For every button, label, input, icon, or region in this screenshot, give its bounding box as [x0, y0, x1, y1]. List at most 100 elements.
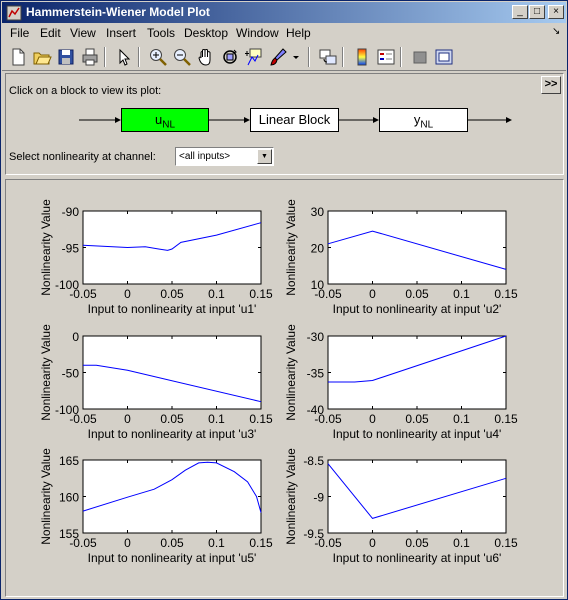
toolbar-separator	[308, 47, 310, 67]
brush-icon[interactable]	[268, 47, 288, 67]
legend-icon[interactable]	[376, 47, 396, 67]
y-axis-label: Nonlinearity Value	[39, 448, 53, 545]
close-button[interactable]: ×	[548, 5, 564, 19]
series-line	[82, 461, 262, 513]
x-axis-label: Input to nonlinearity at input 'u1'	[88, 302, 257, 316]
y-tick-label: -90	[62, 205, 80, 219]
x-tick-label: 0.1	[453, 287, 470, 301]
axes-box	[82, 335, 262, 410]
x-tick-label: 0	[124, 287, 131, 301]
series-line	[82, 222, 262, 251]
x-axis-label: Input to nonlinearity at input 'u2'	[333, 302, 502, 316]
menu-help[interactable]: Help	[286, 26, 311, 40]
menu-bar: File Edit View Insert Tools Desktop Wind…	[2, 23, 566, 43]
axes-box	[82, 459, 262, 534]
toolbar-separator	[104, 47, 106, 67]
rotate-3d-icon[interactable]	[220, 47, 240, 67]
hide-plot-tools-icon[interactable]	[410, 47, 430, 67]
x-axis-label: Input to nonlinearity at input 'u4'	[333, 427, 502, 441]
y-tick-label: 20	[311, 242, 325, 256]
x-tick-label: 0	[124, 412, 131, 426]
open-icon[interactable]	[32, 47, 52, 67]
menu-desktop[interactable]: Desktop	[184, 26, 229, 40]
data-cursor-icon[interactable]	[244, 47, 264, 67]
axes-box	[82, 210, 262, 285]
output-nonlinearity-block[interactable]: yNL	[379, 108, 468, 132]
y-tick-label: -9	[313, 491, 324, 505]
y-tick-label: 160	[59, 491, 79, 505]
menu-file[interactable]: File	[10, 26, 30, 40]
chevron-down-icon[interactable]: ▼	[257, 149, 272, 164]
y-tick-label: -35	[307, 367, 325, 381]
x-tick-label: 0.1	[208, 287, 225, 301]
x-tick-label: 0	[369, 412, 376, 426]
x-tick-label: -0.05	[314, 287, 342, 301]
show-plot-tools-icon[interactable]	[434, 47, 454, 67]
x-tick-label: 0.1	[208, 536, 225, 550]
menu-tools[interactable]: Tools	[147, 26, 176, 40]
edit-plot-arrow-icon[interactable]	[114, 47, 134, 67]
x-tick-label: -0.05	[69, 536, 97, 550]
save-icon[interactable]	[56, 47, 76, 67]
x-tick-label: 0.1	[453, 412, 470, 426]
x-tick-label: 0.05	[405, 412, 429, 426]
block-diagram-panel	[5, 73, 564, 175]
x-tick-label: 0.15	[494, 287, 518, 301]
y-axis-label: Nonlinearity Value	[284, 199, 298, 296]
y-tick-label: -100	[55, 278, 79, 292]
zoom-out-icon[interactable]	[172, 47, 192, 67]
minimize-button[interactable]: _	[512, 5, 528, 19]
print-icon[interactable]	[80, 47, 100, 67]
maximize-button[interactable]: □	[529, 5, 545, 19]
dock-arrow-icon[interactable]: ↘	[552, 26, 561, 37]
y-tick-label: -100	[55, 403, 79, 417]
matlab-figure-icon	[6, 5, 22, 21]
input-nonlinearity-block[interactable]: uNL	[121, 108, 209, 132]
x-tick-label: 0.15	[249, 412, 273, 426]
plot-5: -0.05 0 0.05 0.1 0.15 165 160 155 Input to nonli…	[39, 448, 273, 565]
instruction-text: Click on a block to view its plot:	[9, 85, 162, 97]
input-block-label: u	[154, 112, 163, 127]
y-tick-label: -30	[307, 330, 325, 344]
x-tick-label: 0.15	[249, 536, 273, 550]
x-tick-label: 0.05	[160, 287, 184, 301]
x-tick-label: -0.05	[69, 287, 97, 301]
menu-edit[interactable]: Edit	[40, 26, 61, 40]
x-tick-label: 0.05	[405, 536, 429, 550]
y-axis-label: Nonlinearity Value	[284, 448, 298, 545]
y-tick-label: 10	[311, 278, 325, 292]
menu-view[interactable]: View	[70, 26, 96, 40]
pan-hand-icon[interactable]	[196, 47, 216, 67]
expand-button[interactable]: >>	[541, 76, 561, 94]
plot-3: -0.05 0 0.05 0.1 0.15 0 -50 -100 Input to nonlin…	[39, 324, 273, 441]
series-line	[328, 335, 507, 383]
y-axis-label: Nonlinearity Value	[39, 199, 53, 296]
y-tick-label: 155	[59, 527, 79, 541]
y-tick-label: 0	[72, 330, 79, 344]
y-tick-label: -40	[307, 403, 325, 417]
new-figure-icon[interactable]	[8, 47, 28, 67]
toolbar	[2, 43, 566, 71]
x-tick-label: 0	[369, 287, 376, 301]
x-tick-label: -0.05	[314, 412, 342, 426]
x-axis-label: Input to nonlinearity at input 'u3'	[88, 427, 257, 441]
y-tick-label: -95	[62, 242, 80, 256]
brush-dropdown-icon[interactable]	[290, 47, 302, 67]
title-bar[interactable]: Hammerstein-Wiener Model Plot _ □ ×	[2, 2, 566, 23]
toolbar-separator	[138, 47, 140, 67]
x-tick-label: 0.15	[494, 536, 518, 550]
channel-select[interactable]: <all inputs> ▼	[175, 147, 274, 166]
series-line	[327, 230, 507, 270]
x-tick-label: -0.05	[69, 412, 97, 426]
plot-1: -0.05 0 0.05 0.1 0.15 -90 -95 -100 Input to nonl…	[39, 199, 273, 316]
x-tick-label: 0	[369, 536, 376, 550]
colorbar-icon[interactable]	[352, 47, 372, 67]
link-plot-icon[interactable]	[318, 47, 338, 67]
menu-window[interactable]: Window	[236, 26, 279, 40]
linear-block[interactable]: Linear Block	[250, 108, 339, 132]
toolbar-separator	[342, 47, 344, 67]
y-tick-label: -50	[62, 367, 80, 381]
menu-insert[interactable]: Insert	[106, 26, 137, 40]
zoom-in-icon[interactable]	[148, 47, 168, 67]
